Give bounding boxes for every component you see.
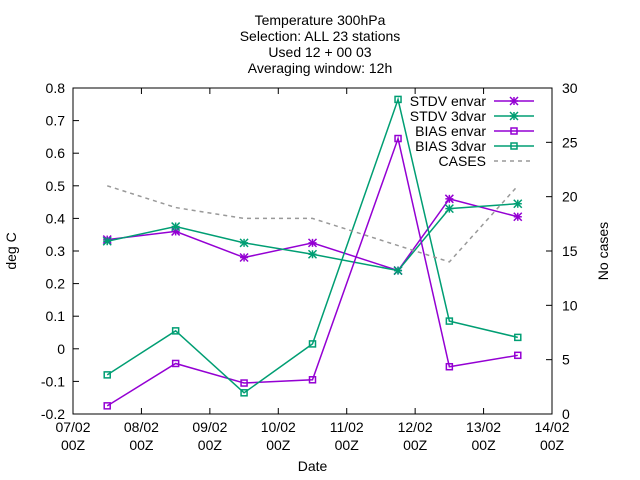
y-axis-label: deg C <box>3 232 19 269</box>
data-point-stdv-3dvar <box>393 266 403 276</box>
data-point-bias-3dvar <box>171 327 180 335</box>
data-point-stdv-envar <box>307 238 318 248</box>
data-point-stdv-3dvar <box>171 222 181 232</box>
series-line-bias-3dvar <box>106 96 518 394</box>
legend-label-stdv-envar: STDV envar <box>410 93 487 109</box>
data-point-stdv-3dvar <box>102 236 112 246</box>
x-tick-sublabel: 00Z <box>61 437 86 453</box>
y-tick-label: -0.1 <box>41 373 65 389</box>
data-point-bias-3dvar <box>103 371 111 379</box>
data-point-bias-envar <box>514 351 522 360</box>
data-point-bias-envar <box>308 376 317 384</box>
y2-tick-label: 30 <box>562 80 578 96</box>
x-tick-label: 07/02 <box>55 419 90 435</box>
legend-label-cases: CASES <box>439 153 486 169</box>
title-line-2: Selection: ALL 23 stations <box>239 28 401 44</box>
data-point-bias-3dvar <box>514 333 522 342</box>
data-point-bias-envar <box>171 359 180 368</box>
y-tick-label: 0.6 <box>46 145 66 161</box>
data-point-stdv-envar <box>444 194 454 204</box>
x-tick-label: 11/02 <box>330 419 364 435</box>
y-tick-label: 0 <box>57 341 65 357</box>
series-line-cases <box>106 185 519 263</box>
x-tick-label: 13/02 <box>466 419 501 435</box>
data-point-stdv-3dvar <box>513 199 523 209</box>
legend-marker-bias-envar <box>510 127 518 135</box>
legend-label-stdv-3dvar: STDV 3dvar <box>410 108 487 124</box>
y-tick-label: 0.7 <box>46 113 66 129</box>
data-point-bias-3dvar <box>394 95 402 104</box>
x-tick-sublabel: 00Z <box>472 437 497 453</box>
y2-tick-label: 0 <box>562 406 570 422</box>
data-point-stdv-envar <box>513 212 523 222</box>
x-tick-label: 09/02 <box>192 419 227 435</box>
title-line-1: Temperature 300hPa <box>254 12 386 28</box>
x-tick-sublabel: 00Z <box>266 437 291 453</box>
y2-tick-label: 25 <box>562 134 578 150</box>
x-tick-label: 12/02 <box>398 419 433 435</box>
title-line-3: Used 12 + 00 03 <box>268 44 372 60</box>
legend-label-bias-envar: BIAS envar <box>415 123 486 139</box>
series-line-bias-envar <box>106 135 518 407</box>
y2-tick-label: 5 <box>562 352 570 368</box>
y2-tick-label: 20 <box>562 189 578 205</box>
legend-marker-stdv-envar <box>509 96 519 106</box>
x-tick-label: 08/02 <box>124 419 159 435</box>
legend-marker-stdv-3dvar <box>509 111 519 121</box>
y2-tick-label: 10 <box>562 297 578 313</box>
data-point-stdv-3dvar <box>444 204 454 214</box>
y-tick-label: 0.8 <box>46 80 66 96</box>
x-tick-sublabel: 00Z <box>540 437 565 453</box>
x-tick-label: 14/02 <box>534 419 569 435</box>
y-tick-label: 0.4 <box>46 210 66 226</box>
data-point-bias-3dvar <box>445 317 454 325</box>
data-point-bias-3dvar <box>308 340 317 348</box>
legend-label-bias-3dvar: BIAS 3dvar <box>415 138 486 154</box>
y-tick-label: -0.2 <box>41 406 65 422</box>
x-tick-sublabel: 00Z <box>335 437 360 453</box>
data-point-bias-envar <box>103 402 111 410</box>
data-point-bias-envar <box>394 134 402 143</box>
x-tick-sublabel: 00Z <box>198 437 223 453</box>
y-tick-label: 0.2 <box>46 276 66 292</box>
title-line-4: Averaging window: 12h <box>247 60 393 76</box>
x-tick-sublabel: 00Z <box>129 437 154 453</box>
data-point-bias-envar <box>445 362 454 371</box>
series-line-stdv-envar <box>107 197 518 272</box>
y2-tick-label: 15 <box>562 243 578 259</box>
x-axis-label: Date <box>298 458 328 474</box>
y-tick-label: 0.5 <box>46 178 66 194</box>
data-point-bias-3dvar <box>240 389 248 397</box>
y-tick-label: 0.1 <box>46 308 66 324</box>
data-point-bias-envar <box>240 379 248 387</box>
x-tick-label: 10/02 <box>261 419 296 435</box>
data-point-stdv-3dvar <box>239 238 249 248</box>
series-line-stdv-3dvar <box>107 202 518 272</box>
y2-axis-label: No cases <box>595 222 611 280</box>
data-point-stdv-3dvar <box>307 249 318 259</box>
data-point-stdv-envar <box>239 252 249 263</box>
x-tick-sublabel: 00Z <box>403 437 428 453</box>
legend-marker-bias-3dvar <box>510 142 518 150</box>
y-tick-label: 0.3 <box>46 243 66 259</box>
